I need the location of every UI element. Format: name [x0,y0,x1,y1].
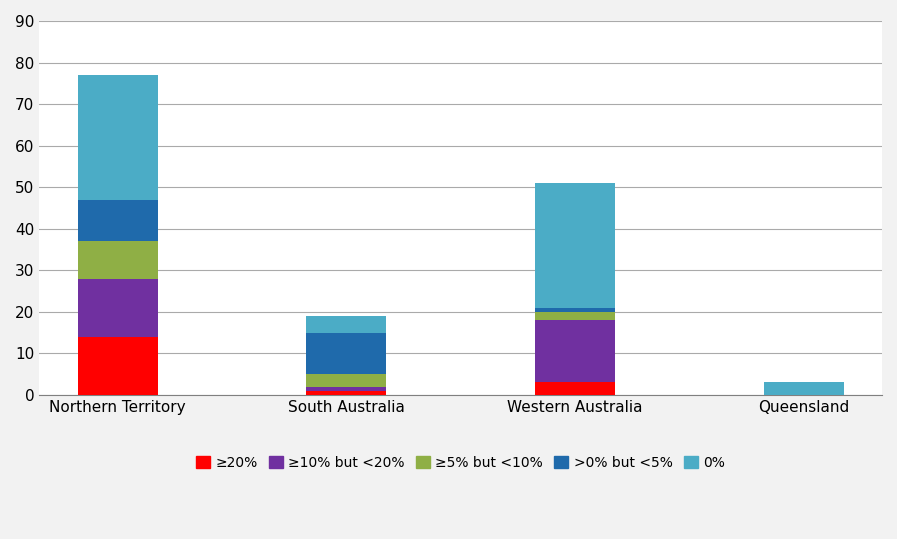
Bar [306,386,387,391]
Bar [535,382,615,395]
Bar [306,316,387,333]
Bar [77,75,158,199]
Bar [77,241,158,279]
Bar [763,382,844,395]
Bar [535,183,615,308]
Bar [77,337,158,395]
Bar [535,308,615,312]
Bar [306,391,387,395]
Legend: ≥20%, ≥10% but <20%, ≥5% but <10%, >0% but <5%, 0%: ≥20%, ≥10% but <20%, ≥5% but <10%, >0% b… [190,451,731,475]
Bar [306,374,387,386]
Bar [306,333,387,374]
Bar [535,312,615,320]
Bar [77,199,158,241]
Bar [535,320,615,382]
Bar [77,279,158,337]
